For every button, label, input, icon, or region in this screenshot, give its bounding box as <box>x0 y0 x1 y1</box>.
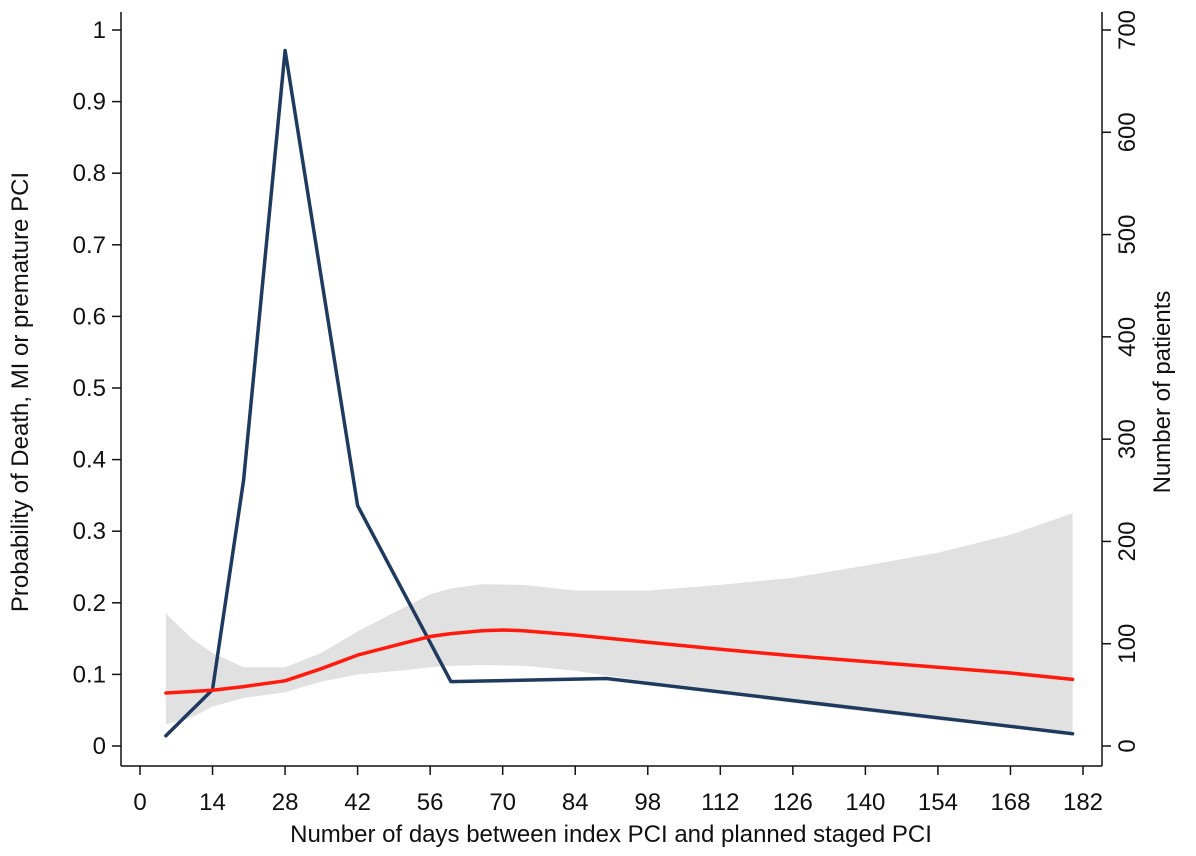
y2-tick-label: 300 <box>1114 419 1141 459</box>
x-tick-label: 168 <box>990 789 1030 816</box>
x-tick-label: 98 <box>634 789 661 816</box>
y2-tick-label: 400 <box>1114 317 1141 357</box>
y2-tick-label: 600 <box>1114 112 1141 152</box>
y2-tick-label: 500 <box>1114 215 1141 255</box>
y2-tick-label: 0 <box>1114 739 1141 752</box>
x-tick-label: 14 <box>199 789 226 816</box>
x-tick-label: 154 <box>918 789 958 816</box>
y-tick-label: 0.3 <box>73 518 106 545</box>
x-tick-label: 42 <box>344 789 371 816</box>
y2-axis-title: Number of patients <box>1149 291 1176 494</box>
x-axis-title: Number of days between index PCI and pla… <box>290 821 932 848</box>
y-tick-label: 0.7 <box>73 232 106 259</box>
x-tick-label: 126 <box>773 789 813 816</box>
series-layer <box>164 48 1075 738</box>
x-tick-label: 112 <box>701 789 739 816</box>
y-tick-label: 0.1 <box>73 661 106 688</box>
confidence-band <box>165 513 1073 732</box>
x-tick-label: 0 <box>133 789 146 816</box>
y-tick-label: 1 <box>93 17 106 44</box>
y-tick-label: 0.2 <box>73 590 106 617</box>
x-tick-label: 182 <box>1063 789 1103 816</box>
y-tick-label: 0.4 <box>73 447 106 474</box>
y-tick-label: 0 <box>93 733 106 760</box>
x-tick-label: 70 <box>489 789 516 816</box>
series-line-patients <box>164 48 1075 738</box>
y-tick-label: 0.8 <box>73 160 106 187</box>
y-tick-label: 0.5 <box>73 375 106 402</box>
ticks-layer: 0 14 28 42 56 70 84 98 112 126 140 154 168 182 0 0.1 0.2… <box>73 10 1141 816</box>
x-tick-label: 56 <box>417 789 444 816</box>
y-axis-title: Probability of Death, MI or premature PC… <box>7 172 34 612</box>
x-tick-label: 84 <box>562 789 589 816</box>
x-tick-label: 28 <box>272 789 299 816</box>
y2-tick-label: 700 <box>1114 10 1141 50</box>
y-tick-label: 0.6 <box>73 303 106 330</box>
confidence-band-layer <box>165 513 1073 732</box>
y-tick-label: 0.9 <box>73 89 106 116</box>
series-line-probability <box>164 628 1075 695</box>
y2-tick-label: 100 <box>1114 624 1141 664</box>
x-tick-label: 140 <box>845 789 885 816</box>
y2-tick-label: 200 <box>1114 521 1141 561</box>
